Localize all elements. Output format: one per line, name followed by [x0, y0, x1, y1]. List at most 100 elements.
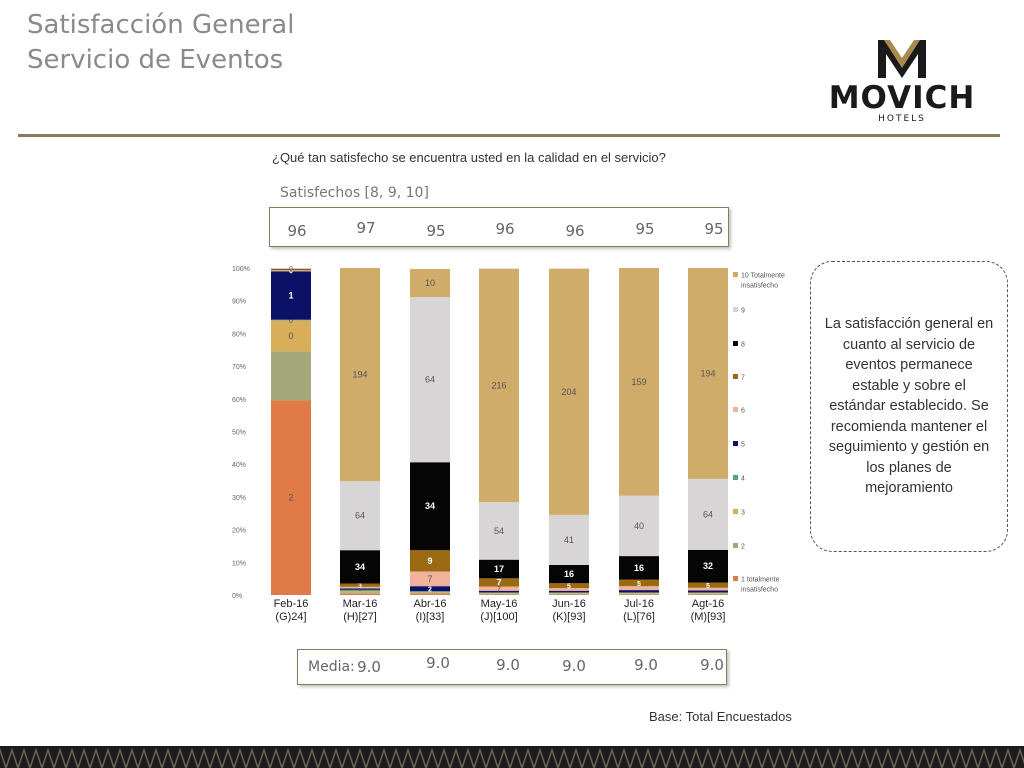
- media-value: 9.0: [634, 656, 658, 674]
- data-label: 41: [564, 535, 574, 545]
- bar-segment: [479, 578, 519, 587]
- data-label: 10: [425, 278, 435, 288]
- bar-segment: [619, 590, 659, 593]
- footer-chevron: [365, 747, 379, 768]
- bar-segment: [688, 593, 728, 595]
- bar-segment: [271, 351, 311, 401]
- footer-chevron: [737, 747, 751, 768]
- data-label: 194: [700, 368, 715, 378]
- footer-chevron: [785, 747, 799, 768]
- legend-swatch: [733, 341, 738, 346]
- legend-swatch: [733, 272, 738, 277]
- bar-segment: [619, 579, 659, 587]
- footer-chevron: [905, 747, 919, 768]
- footer-chevron: [497, 747, 511, 768]
- footer-chevron: [581, 747, 595, 768]
- footer-chevron: [293, 747, 307, 768]
- bar-segment: [619, 593, 659, 595]
- satisfied-value: 97: [356, 219, 376, 237]
- bar-segment: [340, 588, 380, 590]
- bar-segment: [271, 269, 311, 271]
- footer-chevron: [665, 747, 679, 768]
- footer-chevron: [857, 747, 871, 768]
- media-label: Media:: [308, 659, 355, 675]
- bar-segment: [410, 297, 450, 463]
- bar-segment: [271, 320, 311, 352]
- footer-chevron: [461, 747, 475, 768]
- bar-segment: [549, 592, 589, 594]
- footer-chevron: [749, 747, 763, 768]
- bar-segment: [688, 478, 728, 550]
- category-label: Jul-16: [624, 598, 654, 610]
- footer-chevron: [881, 747, 895, 768]
- bar-segment: [549, 590, 589, 593]
- footer-chevron: [977, 747, 991, 768]
- footer-chevron: [473, 747, 487, 768]
- y-tick-label: 60%: [232, 397, 246, 404]
- legend-label: 6: [741, 408, 745, 415]
- footer-chevron: [917, 747, 931, 768]
- data-label: 5: [567, 584, 571, 591]
- footer-chevron: [245, 747, 259, 768]
- bar-segment: [271, 270, 311, 272]
- data-label: 0: [289, 318, 293, 325]
- legend-label: 2: [741, 544, 745, 551]
- y-tick-label: 0%: [232, 593, 242, 600]
- data-label: 2: [288, 493, 293, 503]
- bar-segment: [479, 593, 519, 595]
- legend-label: 7: [741, 375, 745, 382]
- bar-segment: [340, 481, 380, 551]
- data-label: 5: [637, 581, 641, 588]
- footer-chevron: [641, 747, 655, 768]
- footer-chevron: [605, 747, 619, 768]
- bar-segment: [688, 592, 728, 594]
- bar-segment: [271, 400, 311, 595]
- bar-segment: [340, 592, 380, 594]
- satisfied-value: 96: [287, 222, 307, 240]
- bar-segment: [549, 514, 589, 565]
- bar-segment: [271, 271, 311, 320]
- bar-segment: [549, 564, 589, 584]
- y-tick-label: 50%: [232, 430, 246, 437]
- legend-swatch: [733, 307, 738, 312]
- footer-chevron: [413, 747, 427, 768]
- satisfied-label: Satisfechos [8, 9, 10]: [280, 185, 429, 201]
- footer-chevron: [521, 747, 535, 768]
- footer-chevron: [557, 747, 571, 768]
- footer-chevron: [845, 747, 859, 768]
- bar-segment: [549, 594, 589, 595]
- footer-chevron: [725, 747, 739, 768]
- bar-segment: [549, 593, 589, 594]
- legend-swatch: [733, 475, 738, 480]
- data-label: 64: [355, 511, 365, 521]
- page-title: Satisfacción General: [27, 10, 295, 40]
- footer-chevron: [821, 747, 835, 768]
- footer-chevron: [77, 747, 91, 768]
- footer-chevron: [113, 747, 127, 768]
- bar-segment: [479, 592, 519, 594]
- legend-label: 10 Totalmente: [741, 273, 785, 280]
- footer-chevron: [0, 747, 7, 768]
- footer-chevron: [353, 747, 367, 768]
- footer-chevron: [341, 747, 355, 768]
- media-box: [297, 649, 727, 685]
- data-label: 1: [288, 290, 293, 300]
- bar-segment: [619, 268, 659, 496]
- category-label: (G)24]: [275, 611, 306, 623]
- footer-chevron: [41, 747, 55, 768]
- media-value: 9.0: [426, 654, 450, 672]
- bar-segment: [479, 559, 519, 579]
- data-label: 0: [288, 331, 293, 341]
- legend-label: 3: [741, 510, 745, 517]
- data-label: 16: [634, 563, 644, 573]
- category-label: Jun-16: [552, 598, 586, 610]
- data-label: 7: [497, 587, 501, 594]
- logo-sub: HOTELS: [878, 114, 926, 122]
- category-label: Mar-16: [343, 598, 378, 610]
- bar-segment: [479, 593, 519, 594]
- bar-segment: [410, 593, 450, 595]
- footer-chevron: [425, 747, 439, 768]
- y-tick-label: 90%: [232, 299, 246, 306]
- footer-chevron: [1001, 747, 1015, 768]
